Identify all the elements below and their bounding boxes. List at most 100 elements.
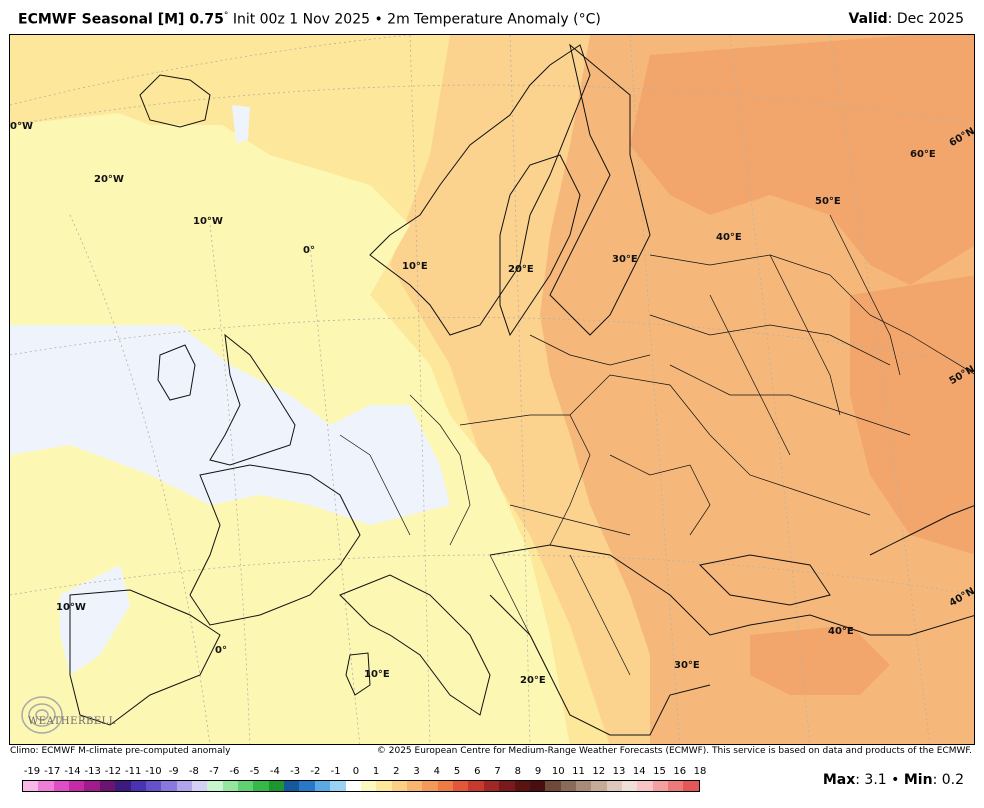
meridian-line bbox=[209, 224, 251, 744]
colorbar-tick-label: 16 bbox=[673, 766, 687, 777]
parallel-line bbox=[10, 84, 974, 126]
graticule bbox=[10, 35, 974, 744]
colorbar-swatch bbox=[69, 781, 85, 791]
ecmwf-copyright: © 2025 European Centre for Medium-Range … bbox=[376, 746, 972, 756]
colorbar-tick-label: -9 bbox=[168, 766, 179, 777]
lon-label: 10°E bbox=[364, 669, 390, 680]
colorbar-tick-label: -3 bbox=[290, 766, 301, 777]
lon-label: 10°E bbox=[402, 261, 428, 272]
colorbar-tick-label: 0 bbox=[352, 766, 360, 777]
colorbar-tick-label: -14 bbox=[64, 766, 81, 777]
weatherbell-logo-mark bbox=[21, 696, 63, 734]
coastline bbox=[345, 652, 371, 696]
coastline bbox=[339, 574, 491, 716]
anomaly-field-pale-blue-iberia bbox=[60, 565, 130, 675]
valid-period: Valid: Dec 2025 bbox=[849, 11, 964, 27]
colorbar-swatch bbox=[591, 781, 607, 791]
border-line bbox=[459, 414, 591, 546]
max-label: Max bbox=[822, 772, 856, 788]
colorbar-swatch bbox=[637, 781, 653, 791]
colorbar-tick-label: -2 bbox=[310, 766, 321, 777]
colorbar-swatch bbox=[99, 781, 116, 791]
colorbar-swatch bbox=[422, 781, 438, 791]
colorbar-swatch bbox=[238, 781, 254, 791]
colorbar-swatch bbox=[529, 781, 546, 791]
parallel-line bbox=[10, 316, 974, 366]
colorbar-tick-label: -4 bbox=[269, 766, 280, 777]
anomaly-field-deep-orange-south bbox=[750, 625, 890, 695]
colorbar-tick-label: 6 bbox=[474, 766, 481, 777]
colorbar-swatch bbox=[268, 781, 285, 791]
map-title: ECMWF Seasonal [M] 0.75° Init 00z 1 Nov … bbox=[18, 11, 601, 28]
coastline bbox=[189, 464, 361, 626]
colorbar-swatch bbox=[606, 781, 623, 791]
colorbar-tick-label: -17 bbox=[44, 766, 61, 777]
lon-label: 40°E bbox=[716, 232, 742, 243]
lon-label: 20°W bbox=[94, 174, 124, 185]
colorbar-tick-label: 1 bbox=[372, 766, 380, 777]
colorbar-tick-label: -7 bbox=[209, 766, 220, 777]
border-line bbox=[609, 454, 711, 536]
anomaly-map[interactable]: 0°W 20°W 10°W 0° 10°E 20°E 30°E 40°E 50°… bbox=[9, 34, 975, 745]
colorbar-tick-label: 13 bbox=[612, 766, 626, 777]
border-line bbox=[669, 364, 911, 436]
colorbar-tick-label: -8 bbox=[188, 766, 199, 777]
border-line bbox=[709, 294, 791, 456]
climo-credit: Climo: ECMWF M-climate pre-computed anom… bbox=[10, 746, 231, 756]
weatherbell-logo-text: WEATHERBELL bbox=[28, 716, 116, 727]
colorbar-swatch bbox=[253, 781, 269, 791]
colorbar-swatch bbox=[622, 781, 638, 791]
lon-label: 0° bbox=[215, 645, 227, 656]
colorbar-tick-label: 9 bbox=[534, 766, 542, 777]
colorbar-swatch bbox=[683, 781, 699, 791]
colorbar-swatch bbox=[345, 781, 361, 791]
colorbar-tick-label: -12 bbox=[104, 766, 122, 777]
colorbar-tick-label: 18 bbox=[693, 766, 707, 777]
anomaly-field-deep-orange-north bbox=[630, 35, 974, 285]
stats-separator: • bbox=[886, 772, 904, 788]
colorbar-swatch bbox=[437, 781, 454, 791]
map-canvas: 0°W 20°W 10°W 0° 10°E 20°E 30°E 40°E 50°… bbox=[10, 35, 974, 744]
border-line bbox=[649, 314, 891, 366]
border-line bbox=[569, 554, 631, 676]
colorbar-tick-label: -10 bbox=[145, 766, 162, 777]
colorbar-swatch bbox=[176, 781, 192, 791]
lon-label: 30°E bbox=[612, 254, 638, 265]
colorbar-swatch bbox=[514, 781, 530, 791]
coastline bbox=[499, 154, 581, 337]
colorbar bbox=[22, 780, 700, 792]
colorbar-tick-label: -11 bbox=[125, 766, 142, 777]
colorbar-tick-label: -5 bbox=[249, 766, 260, 777]
border-line bbox=[569, 374, 871, 516]
coastline bbox=[869, 505, 974, 556]
colorbar-tick-label: 14 bbox=[632, 766, 646, 777]
colorbar-tick-labels: -19 -17 -14 -13 -12 -11 -10 -9 -8 -7 -6 -5 -4 -3 -2 -1 0… bbox=[22, 766, 707, 778]
coastline bbox=[139, 74, 211, 128]
degree-mark: ° bbox=[223, 11, 229, 21]
colorbar-tick-label: -1 bbox=[330, 766, 341, 777]
colorbar-swatch bbox=[376, 781, 392, 791]
colorbar-tick-label: -6 bbox=[229, 766, 240, 777]
coastline bbox=[698, 554, 831, 606]
colorbar-tick-label: 4 bbox=[433, 766, 441, 777]
coastline bbox=[489, 544, 974, 636]
border-line bbox=[409, 394, 471, 546]
colorbar-swatch bbox=[314, 781, 331, 791]
colorbar-tick-label: -13 bbox=[84, 766, 101, 777]
colorbar-swatch bbox=[330, 781, 346, 791]
colorbar-swatch bbox=[284, 781, 300, 791]
max-min-stats: Max: 3.1 • Min: 0.2 bbox=[823, 772, 964, 788]
colorbar-swatch bbox=[53, 781, 70, 791]
anomaly-field-pale-blue-north bbox=[232, 105, 250, 143]
map-subtitle: Init 00z 1 Nov 2025 • 2m Temperature Ano… bbox=[232, 11, 601, 28]
colorbar-swatch bbox=[668, 781, 684, 791]
lon-label: 0° bbox=[303, 245, 315, 256]
colorbar-swatch bbox=[130, 781, 146, 791]
coastline bbox=[209, 333, 296, 466]
colorbar-swatch bbox=[652, 781, 669, 791]
lon-label: 60°E bbox=[910, 149, 936, 160]
colorbar-swatch bbox=[483, 781, 500, 791]
colorbar-swatch bbox=[191, 781, 208, 791]
coastline bbox=[157, 344, 196, 401]
colorbar-swatch bbox=[468, 781, 484, 791]
